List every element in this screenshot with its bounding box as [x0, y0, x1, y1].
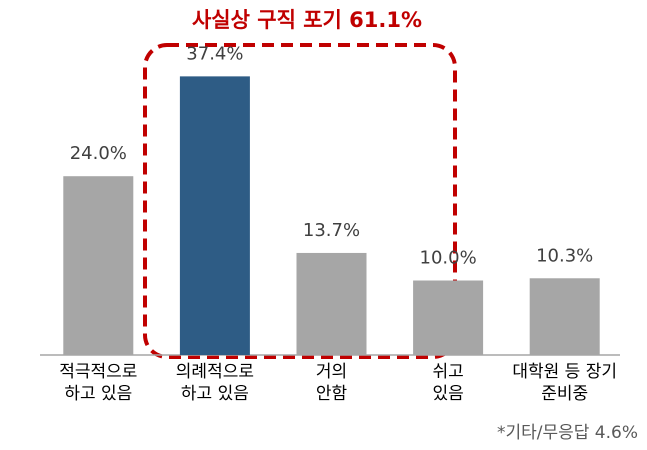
x-tick-label: 거의 [316, 362, 347, 382]
highlight-box [143, 43, 457, 359]
x-tick-label: 준비중 [541, 384, 588, 404]
annotation: 사실상 구직 포기 61.1% [192, 8, 422, 32]
value-label: 10.0% [420, 248, 477, 269]
bar [63, 176, 134, 355]
x-tick-label: 하고 있음 [181, 384, 249, 404]
x-tick-label: 안함 [316, 384, 348, 404]
bar [296, 252, 367, 355]
bar [179, 76, 250, 356]
x-tick-label: 대학원 등 장기 [512, 362, 617, 382]
value-label: 13.7% [303, 220, 360, 241]
x-tick-label: 있음 [432, 384, 463, 404]
annotation-bg [150, 6, 470, 36]
value-label: 24.0% [70, 143, 127, 164]
bar [529, 278, 600, 355]
footnote: *기타/무응답 4.6% [497, 423, 638, 443]
value-label: 37.4% [186, 43, 243, 64]
value-label: 10.3% [536, 245, 593, 266]
x-tick-label: 쉬고 [432, 362, 463, 382]
x-tick-label: 하고 있음 [64, 384, 132, 404]
x-tick-label: 의례적으로 [176, 362, 254, 382]
bar [413, 280, 484, 355]
x-tick-label: 적극적으로 [59, 362, 137, 382]
